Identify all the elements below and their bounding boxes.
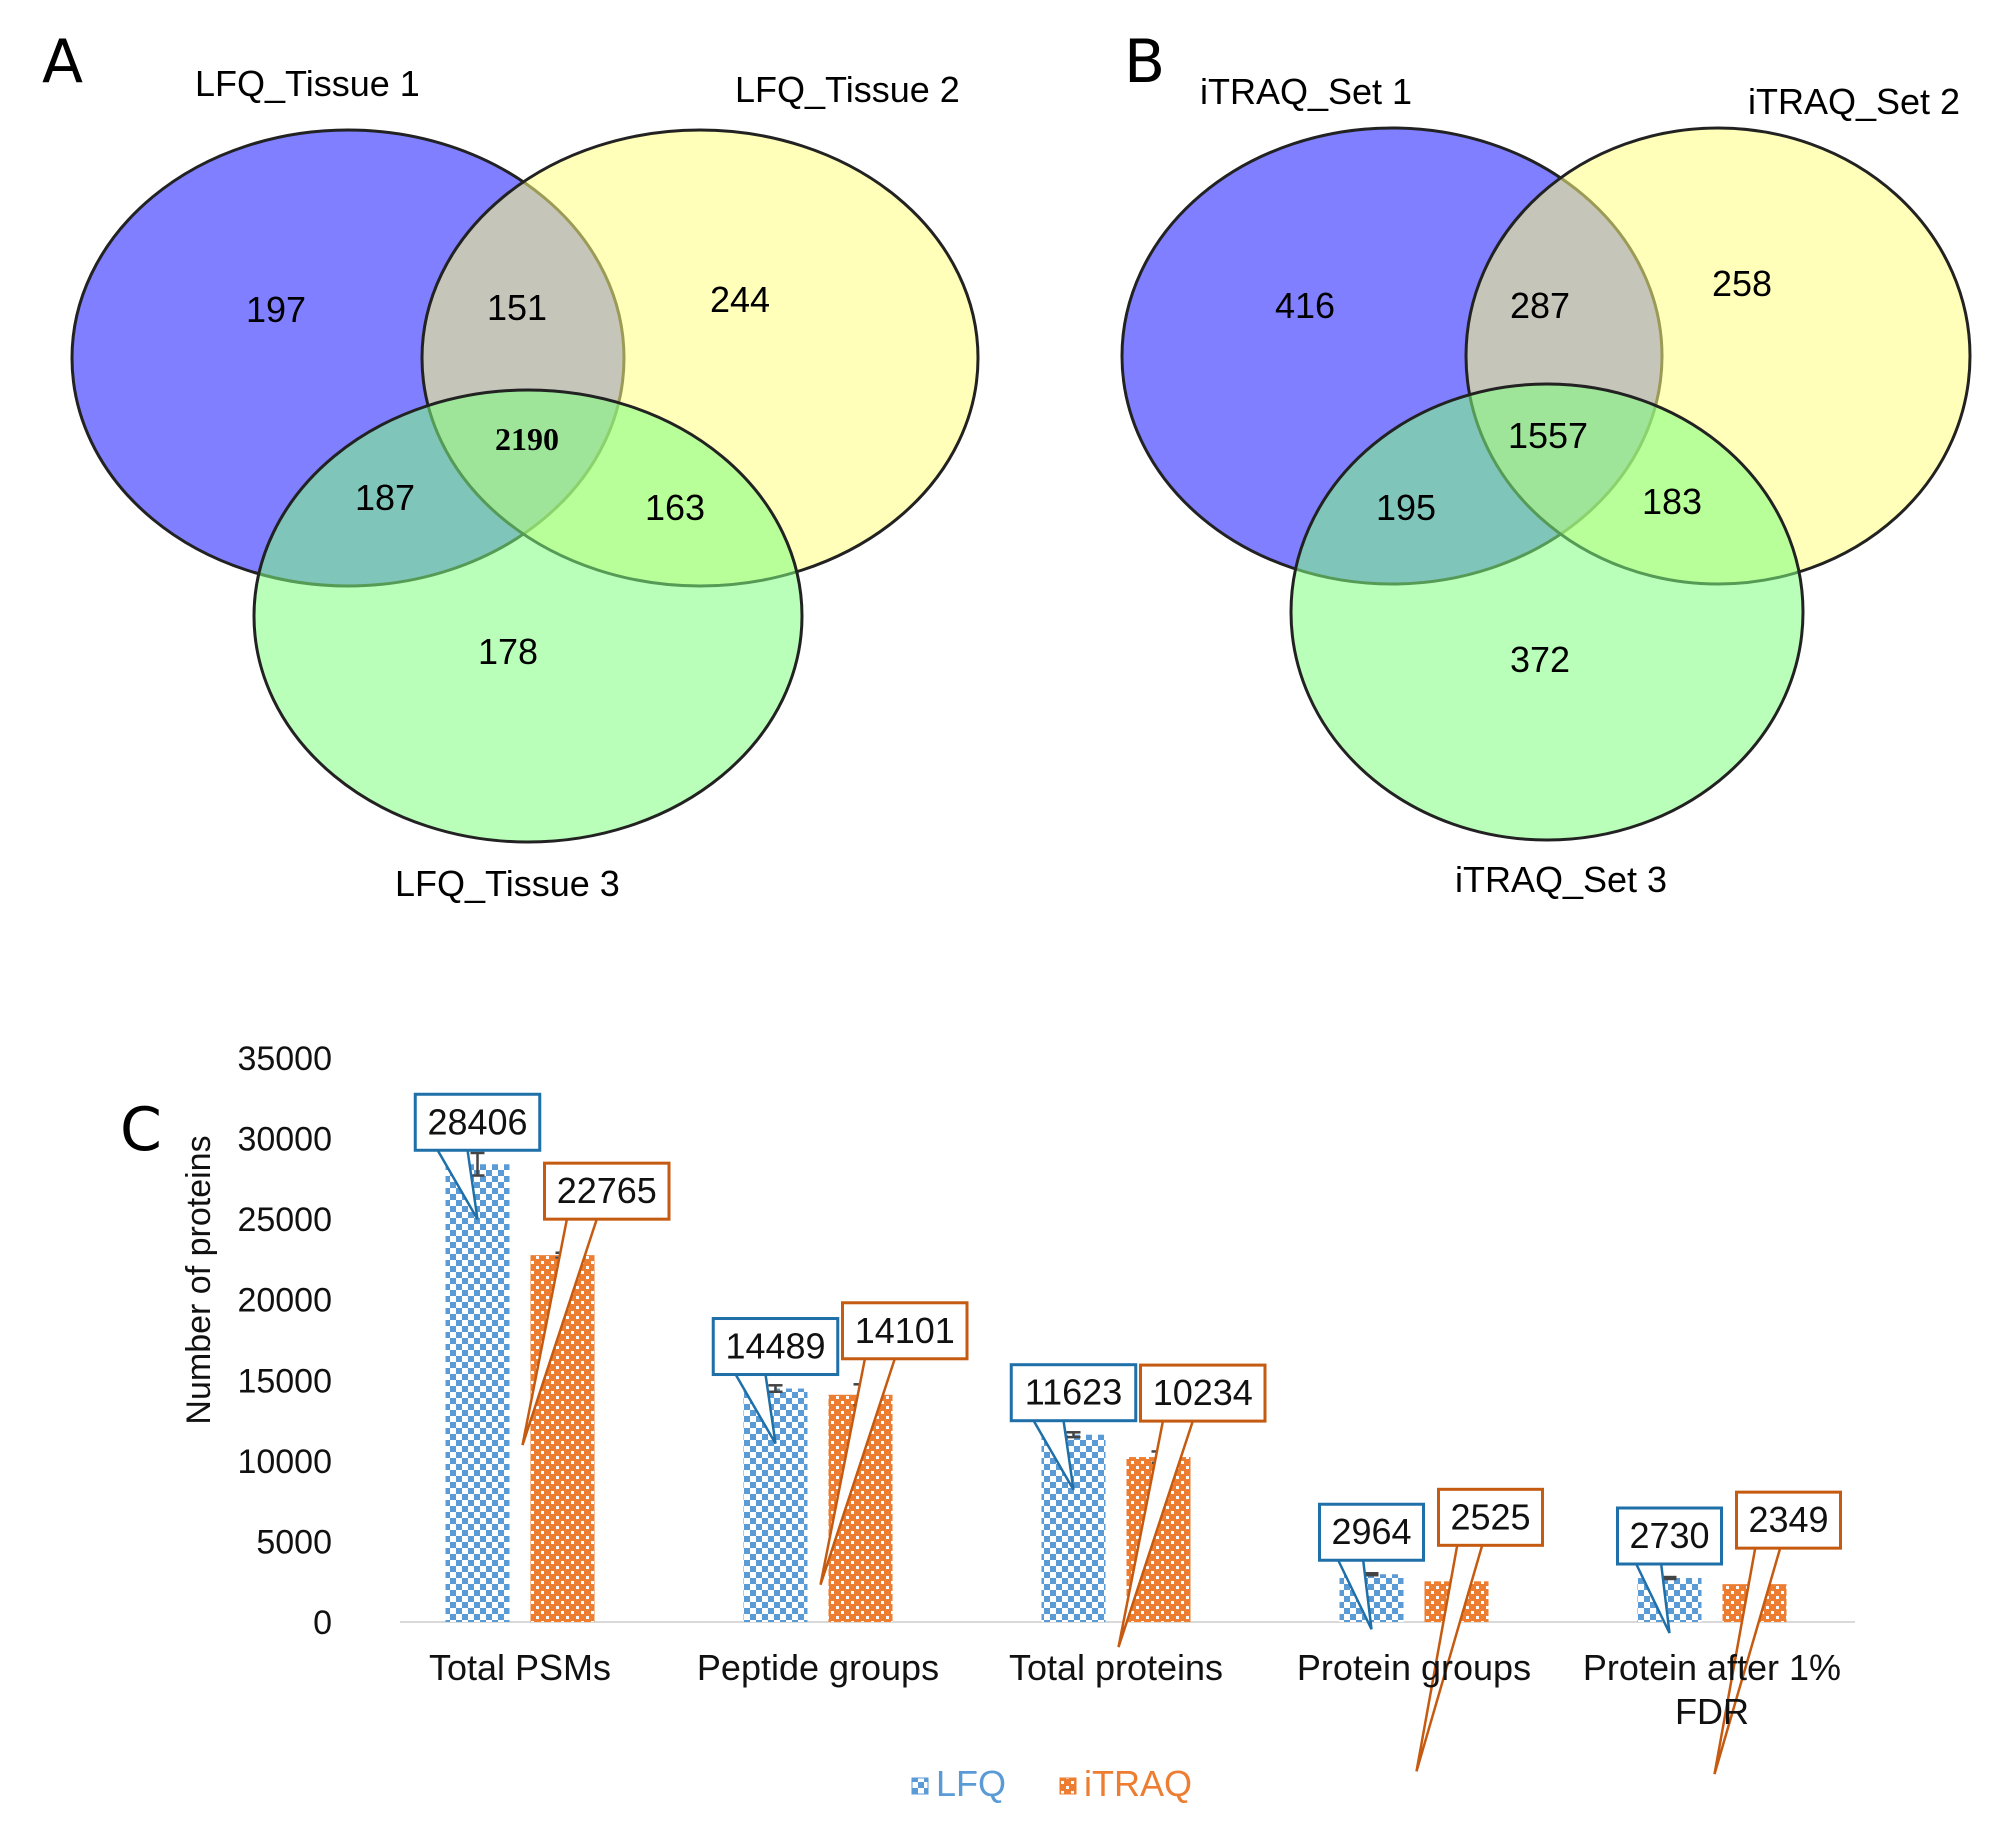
callouts: 28406 22765 14489 14101 11623 10234 2964 2525 27… [413,1092,1842,1775]
data-label-lfq-1: 14489 [711,1317,840,1445]
venn-a-circle-3 [252,388,804,844]
panel-letter-b: B [1124,27,1165,97]
bar-lfq-2 [1041,1434,1106,1622]
venn-a-all: 2190 [495,421,559,457]
venn-b-label-1: iTRAQ_Set 1 [1200,71,1412,112]
y-tick-label-3: 15000 [237,1362,332,1400]
venn-b-s1-s2: 287 [1510,285,1570,326]
svg-text:14101: 14101 [855,1310,955,1351]
svg-text:10234: 10234 [1153,1372,1253,1413]
svg-text:2964: 2964 [1331,1511,1411,1552]
y-tick-label-2: 10000 [237,1443,332,1481]
venn-b-only-2: 258 [1712,263,1772,304]
venn-b-only-3: 372 [1510,639,1570,680]
venn-b-s2-s3: 183 [1642,481,1702,522]
y-tick-label-7: 35000 [237,1040,332,1078]
y-tick-label-0: 0 [313,1604,332,1642]
error-bar-lfq-4 [1662,1575,1677,1581]
x-tick-label-4: Protein after 1% FDR [1583,1647,1841,1732]
svg-text:22765: 22765 [557,1170,657,1211]
x-tick-label-0: Total PSMs [429,1647,611,1688]
bar-chart: C Number of proteins 0 5000 10000 15000 2000… [120,1040,1855,1804]
venn-a-only-3: 178 [478,631,538,672]
svg-text:2730: 2730 [1629,1515,1709,1556]
bar-lfq-1 [743,1388,808,1622]
venn-a: A LFQ_Tissue 1 LFQ_Tissue 2 LFQ_Tissue 3… [42,27,980,904]
venn-a-only-2: 244 [710,279,770,320]
data-label-itraq-2: 10234 [1117,1363,1267,1648]
data-label-lfq-0: 28406 [413,1092,542,1220]
svg-text:LFQ: LFQ [936,1763,1006,1804]
y-tick-label-5: 25000 [237,1201,332,1239]
data-label-itraq-3: 2525 [1415,1487,1544,1772]
svg-text:11623: 11623 [1025,1372,1122,1413]
legend: LFQ iTRAQ [911,1763,1192,1804]
y-ticks: 0 5000 10000 15000 20000 25000 30000 35000 [237,1040,332,1642]
data-label-lfq-3: 2964 [1318,1502,1425,1630]
error-bar-lfq-0 [470,1151,485,1177]
venn-b-all: 1557 [1508,415,1588,456]
svg-text:28406: 28406 [427,1101,527,1142]
bar-lfq-0 [445,1164,510,1622]
venn-a-label-2: LFQ_Tissue 2 [735,69,960,110]
svg-text:2525: 2525 [1450,1496,1530,1537]
venn-a-only-1: 197 [246,289,306,330]
venn-a-s1-s2: 151 [487,287,547,328]
venn-b: B iTRAQ_Set 1 iTRAQ_Set 2 iTRAQ_Set 3 41… [1120,27,1972,900]
venn-b-circle-3 [1289,382,1805,842]
data-label-itraq-1: 14101 [819,1301,969,1586]
data-label-lfq-4: 2730 [1616,1506,1723,1634]
x-tick-label-1: Peptide groups [697,1647,939,1688]
x-tick-label-3: Protein groups [1297,1647,1531,1688]
venn-b-s1-s3: 195 [1376,487,1436,528]
y-axis-label: Number of proteins [180,1135,218,1424]
x-ticks: Total PSMs Peptide groups Total proteins Pr… [429,1647,1841,1732]
svg-text:2349: 2349 [1748,1499,1828,1540]
venn-b-label-2: iTRAQ_Set 2 [1748,81,1960,122]
legend-entry-lfq: LFQ [911,1763,1006,1804]
data-label-itraq-0: 22765 [521,1161,671,1446]
venn-b-label-3: iTRAQ_Set 3 [1455,859,1667,900]
legend-entry-itraq: iTRAQ [1059,1763,1192,1804]
y-tick-label-4: 20000 [237,1282,332,1320]
venn-a-label-1: LFQ_Tissue 1 [195,63,420,104]
error-bar-lfq-1 [768,1384,783,1393]
svg-text:iTRAQ: iTRAQ [1084,1763,1192,1804]
venn-a-s2-s3: 163 [645,487,705,528]
error-bar-lfq-3 [1364,1572,1379,1577]
panel-letter-c: C [120,1095,162,1165]
svg-text:14489: 14489 [725,1326,825,1367]
y-tick-label-1: 5000 [256,1523,332,1561]
venn-a-label-3: LFQ_Tissue 3 [395,863,620,904]
venn-a-s1-s3: 187 [355,477,415,518]
panel-letter-a: A [42,27,83,97]
venn-b-only-1: 416 [1275,285,1335,326]
error-bar-lfq-2 [1066,1431,1081,1439]
x-tick-label-2: Total proteins [1009,1647,1223,1688]
y-tick-label-6: 30000 [237,1121,332,1159]
data-label-lfq-2: 11623 [1009,1363,1138,1491]
data-label-itraq-4: 2349 [1713,1490,1842,1775]
